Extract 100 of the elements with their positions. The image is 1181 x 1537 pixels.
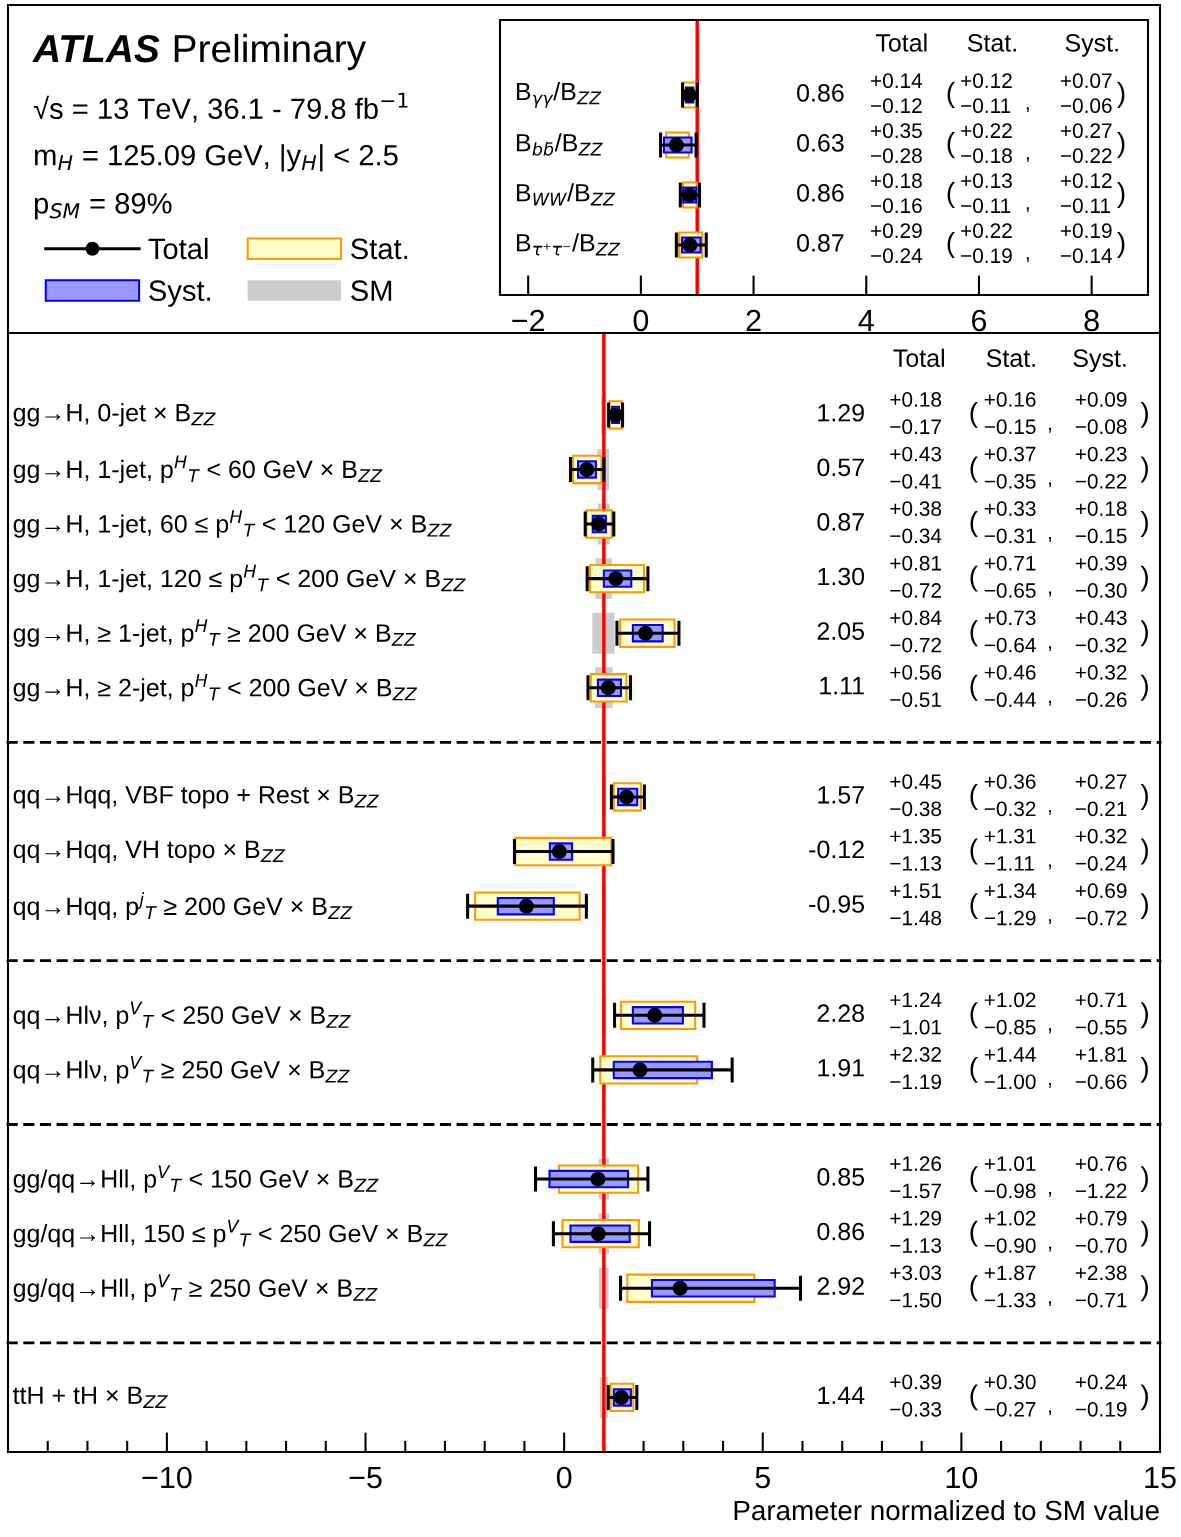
y-tick-label: gg/qq→Hll, p$^{V}$$_{T}$ ≥ 250 GeV × B$_{ZZ}$ [13, 1274, 378, 1302]
annotation: +0.43 [890, 446, 942, 462]
annotation: +0.24 [1075, 1374, 1127, 1390]
annotation: +0.56 [890, 665, 942, 680]
x-tick-label: 6 [972, 309, 987, 332]
annotation: +0.35 [871, 123, 922, 139]
annotation: -0.12 [809, 840, 864, 859]
annotation: ) [1140, 893, 1148, 920]
y-tick-label: B$_{τ⁺τ⁻}$/B$_{ZZ}$ [516, 233, 621, 256]
annotation: , [1048, 482, 1052, 488]
annotation: ( [947, 182, 955, 208]
annotation: +1.01 [984, 1156, 1036, 1172]
annotation: +0.22 [961, 223, 1012, 239]
annotation: −0.64 [984, 637, 1036, 653]
text: m$_{H}$ = 125.09 GeV, |y$_{H}$| < 2.5 [35, 144, 398, 172]
annotation: ) [1140, 838, 1148, 865]
annotation: −0.72 [890, 637, 941, 653]
annotation: +0.81 [890, 555, 941, 571]
text: √s = 13 TeV, 36.1 - 79.8 fb$^{−1}$ [33, 92, 408, 123]
y-tick-label: gg/qq→Hll, p$^{V}$$_{T}$ < 150 GeV × B$_{ZZ}$ [13, 1165, 379, 1193]
annotation: +0.27 [1075, 774, 1127, 789]
annotation: +0.43 [1075, 610, 1127, 626]
y-tick-label: gg/qq→Hll, 150 ≤ p$^{V}$$_{T}$ < 250 GeV × B$_{ZZ}$ [13, 1219, 448, 1248]
annotation: ( [970, 1275, 978, 1302]
annotation: 0.85 [817, 1168, 865, 1186]
annotation: −1.33 [984, 1292, 1036, 1308]
annotation: +0.14 [871, 73, 923, 89]
annotation: 1.11 [820, 677, 864, 695]
annotation: +0.39 [1075, 555, 1127, 571]
annotation: +0.71 [984, 555, 1036, 571]
annotation: +1.51 [890, 883, 941, 899]
annotation: ) [1140, 784, 1148, 810]
annotation: −0.16 [871, 198, 922, 214]
y-tick-label: gg→H, 1-jet, 120 ≤ p$^{H}$$_{T}$ < 200 GeV × B$_{ZZ}$ [13, 564, 466, 593]
annotation: −0.41 [890, 473, 941, 489]
annotation: , [1048, 1028, 1052, 1034]
annotation: +0.32 [1075, 665, 1127, 680]
annotation: , [1048, 919, 1052, 925]
y-tick-label: gg→H, ≥ 2-jet, p$^{H}$$_{T}$ < 200 GeV × B$_{ZZ}$ [13, 673, 418, 702]
annotation: 0.57 [817, 458, 864, 477]
annotation: +0.09 [1075, 392, 1127, 407]
annotation: +0.84 [890, 610, 942, 626]
annotation: ( [947, 232, 955, 258]
x-tick-label: 0 [633, 309, 649, 332]
annotation: −1.50 [890, 1292, 942, 1308]
x-tick-label: 0 [556, 1466, 572, 1489]
annotation: −0.33 [890, 1401, 942, 1417]
annotation: +0.22 [961, 123, 1012, 139]
annotation: ) [1117, 232, 1125, 258]
chart-title: ATLAS Preliminary [32, 33, 367, 71]
annotation: +0.19 [1060, 223, 1112, 239]
annotation: −0.34 [890, 528, 942, 544]
y-tick-label: qq→Hlν, p$^{V}$$_{T}$ ≥ 250 GeV × B$_{ZZ}$ [13, 1056, 350, 1084]
annotation: −0.32 [1075, 637, 1127, 653]
annotation: ( [970, 674, 978, 701]
y-tick-label: gg→H, 0-jet × B$_{ZZ}$ [13, 403, 216, 427]
annotation: +0.32 [1075, 828, 1127, 844]
annotation: −0.72 [890, 583, 941, 598]
annotation: ) [1140, 1384, 1148, 1411]
annotation: −0.22 [1075, 473, 1127, 489]
annotation: 0.86 [817, 1222, 864, 1241]
annotation: ) [1140, 1166, 1148, 1193]
annotation: ) [1140, 1056, 1148, 1083]
annotation: 0.86 [797, 184, 844, 202]
annotation: , [1026, 207, 1029, 213]
annotation: , [1048, 1192, 1052, 1197]
x-tick-label: 2 [746, 309, 761, 332]
annotation: ( [947, 132, 955, 158]
annotation: 1.30 [818, 567, 865, 586]
annotation: −0.98 [984, 1183, 1036, 1199]
annotation: −0.19 [1075, 1401, 1127, 1417]
annotation: ) [1117, 132, 1125, 158]
text: Syst. [1065, 34, 1118, 57]
y-tick-label: qq→Hqq, VH topo × B$_{ZZ}$ [13, 840, 286, 864]
annotation: +0.23 [1075, 446, 1127, 462]
annotation: −0.70 [1075, 1238, 1127, 1253]
annotation: +1.87 [984, 1265, 1036, 1281]
y-tick-label: gg→H, 1-jet, 60 ≤ p$^{H}$$_{T}$ < 120 GeV × B$_{ZZ}$ [13, 510, 452, 538]
annotation: −1.29 [984, 910, 1036, 926]
annotation: 1.29 [818, 403, 864, 422]
annotation: ) [1140, 565, 1148, 592]
annotation: −0.21 [1075, 801, 1127, 817]
annotation: +1.24 [890, 992, 942, 1008]
annotation: ( [970, 893, 978, 920]
annotation: −1.13 [890, 1238, 942, 1253]
x-tick-label: 8 [1084, 309, 1099, 332]
annotation: −0.44 [984, 692, 1036, 708]
annotation: −1.22 [1075, 1183, 1127, 1199]
annotation: , [1048, 427, 1052, 433]
annotation: ( [970, 1384, 978, 1411]
annotation: −0.14 [1060, 248, 1112, 264]
annotation: −0.19 [961, 248, 1012, 264]
annotation: ( [970, 838, 978, 865]
annotation: 0.63 [797, 134, 844, 152]
annotation: −0.71 [1075, 1292, 1127, 1308]
annotation: , [1048, 700, 1052, 706]
y-tick-label: B$_{bb̄}$/B$_{ZZ}$ [516, 133, 603, 156]
annotation: −1.00 [984, 1074, 1036, 1090]
text: Syst. [1073, 349, 1126, 372]
annotation: −0.22 [1060, 148, 1112, 164]
